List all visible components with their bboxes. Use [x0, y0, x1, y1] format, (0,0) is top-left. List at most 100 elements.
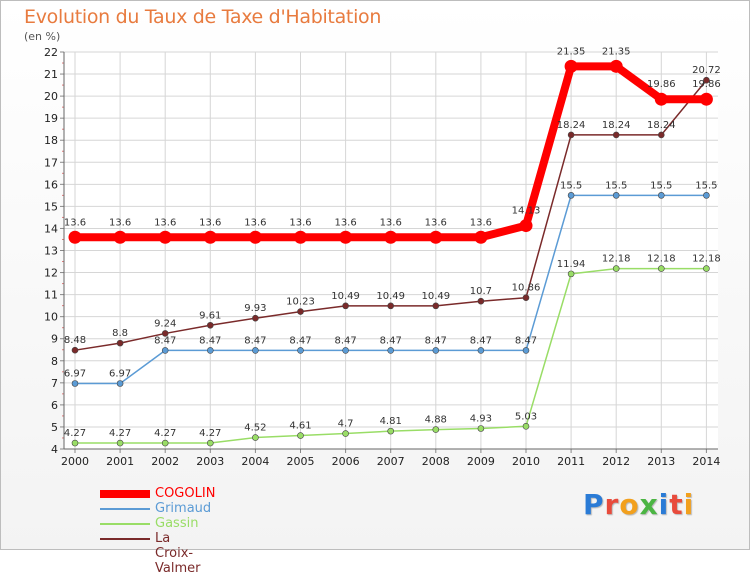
data-label-la-croix-valmer: 18.24: [647, 120, 676, 131]
data-label-grimaud: 15.5: [695, 180, 717, 191]
point-la-croix-valmer: [703, 76, 710, 84]
data-label-la-croix-valmer: 10.49: [331, 291, 360, 302]
data-label-cogolin: 14.13: [512, 206, 541, 217]
data-label-cogolin: 13.6: [380, 217, 402, 228]
chart-subtitle: (en %): [24, 30, 61, 43]
data-label-gassin: 4.27: [154, 428, 176, 439]
logo-letter: r: [604, 488, 620, 521]
logo-letter: o: [619, 488, 640, 521]
point-la-croix-valmer: [207, 321, 214, 329]
data-label-grimaud: 8.47: [515, 335, 537, 346]
data-label-la-croix-valmer: 18.24: [602, 120, 631, 131]
point-grimaud: [252, 347, 259, 354]
point-grimaud: [477, 347, 485, 354]
point-cogolin: [384, 230, 398, 244]
point-gassin: [116, 439, 124, 447]
data-label-cogolin: 13.6: [244, 217, 266, 228]
x-tick-label: 2014: [692, 455, 720, 468]
logo-letter: i: [658, 488, 670, 521]
data-label-la-croix-valmer: 9.93: [244, 303, 266, 314]
point-cogolin: [609, 59, 623, 73]
data-label-cogolin: 13.6: [109, 217, 131, 228]
data-label-grimaud: 6.97: [109, 368, 131, 379]
point-cogolin: [654, 92, 668, 106]
point-la-croix-valmer: [612, 131, 620, 139]
point-gassin: [567, 270, 575, 278]
point-grimaud: [116, 380, 124, 387]
point-gassin: [432, 426, 440, 433]
y-tick-label: 11: [44, 289, 58, 302]
data-label-la-croix-valmer: 8.8: [112, 328, 128, 339]
data-label-cogolin: 19.86: [692, 79, 721, 90]
data-label-grimaud: 15.5: [560, 180, 582, 191]
point-la-croix-valmer: [342, 302, 349, 310]
point-cogolin: [203, 230, 217, 244]
proxiti-logo: Proxiti: [583, 488, 694, 521]
x-tick-label: 2010: [512, 455, 540, 468]
point-cogolin: [699, 92, 713, 106]
data-label-gassin: 4.81: [380, 416, 402, 427]
data-label-grimaud: 8.47: [244, 335, 266, 346]
point-la-croix-valmer: [297, 308, 304, 315]
data-label-gassin: 4.27: [64, 428, 86, 439]
y-tick-label: 6: [51, 399, 58, 412]
y-tick-label: 20: [44, 90, 58, 103]
data-label-gassin: 4.52: [244, 423, 266, 434]
x-tick-label: 2011: [557, 455, 585, 468]
point-cogolin: [248, 230, 262, 244]
point-gassin: [657, 265, 665, 272]
logo-letter: P: [583, 488, 605, 521]
data-label-cogolin: 13.6: [154, 217, 176, 228]
point-la-croix-valmer: [252, 314, 259, 322]
point-grimaud: [432, 347, 440, 354]
point-la-croix-valmer: [161, 330, 169, 337]
point-cogolin: [474, 230, 488, 244]
point-gassin: [342, 430, 349, 437]
logo-letter: x: [639, 488, 659, 521]
y-tick-label: 8: [51, 355, 58, 368]
x-tick-label: 2000: [61, 455, 89, 468]
data-label-gassin: 12.18: [602, 254, 631, 265]
point-gassin: [477, 425, 485, 432]
point-gassin: [297, 432, 304, 439]
legend-swatch: [100, 523, 150, 525]
point-cogolin: [68, 230, 82, 244]
point-la-croix-valmer: [387, 302, 395, 310]
x-tick-label: 2003: [196, 455, 224, 468]
y-tick-label: 9: [51, 333, 58, 346]
x-tick-label: 2006: [332, 455, 360, 468]
data-label-gassin: 5.03: [515, 411, 537, 422]
chart-title: Evolution du Taux de Taxe d'Habitation: [24, 6, 382, 28]
point-grimaud: [71, 380, 79, 387]
point-cogolin: [158, 230, 172, 244]
point-grimaud: [161, 347, 169, 354]
data-label-gassin: 4.27: [199, 428, 221, 439]
point-cogolin: [429, 230, 443, 244]
x-tick-label: 2005: [287, 455, 315, 468]
y-tick-label: 15: [44, 200, 58, 213]
data-label-gassin: 12.18: [692, 254, 721, 265]
line-chart: 4 5 6 7 8 9 10 11 12 13 14 15 16 17 18 19 20 21 22 2000 2001…: [44, 46, 721, 468]
legend-swatch: [100, 490, 150, 498]
data-label-gassin: 12.18: [647, 254, 676, 265]
y-tick-label: 5: [51, 421, 58, 434]
x-tick-label: 2012: [602, 455, 630, 468]
point-la-croix-valmer: [567, 131, 575, 139]
x-tick-label: 2009: [467, 455, 495, 468]
data-label-la-croix-valmer: 10.7: [470, 286, 492, 297]
point-cogolin: [519, 219, 533, 233]
data-label-grimaud: 15.5: [650, 180, 672, 191]
y-tick-label: 16: [44, 178, 58, 191]
data-label-grimaud: 8.47: [199, 335, 221, 346]
point-grimaud: [207, 347, 214, 354]
data-label-la-croix-valmer: 20.72: [692, 65, 721, 76]
y-tick-label: 4: [51, 443, 58, 456]
point-cogolin: [339, 230, 353, 244]
point-la-croix-valmer: [477, 297, 485, 305]
data-label-la-croix-valmer: 10.49: [376, 291, 405, 302]
x-tick-label: 2004: [241, 455, 269, 468]
y-tick-label: 14: [44, 222, 58, 235]
data-label-gassin: 4.61: [289, 421, 311, 432]
x-tick-label: 2013: [647, 455, 675, 468]
data-label-la-croix-valmer: 9.24: [154, 318, 176, 329]
